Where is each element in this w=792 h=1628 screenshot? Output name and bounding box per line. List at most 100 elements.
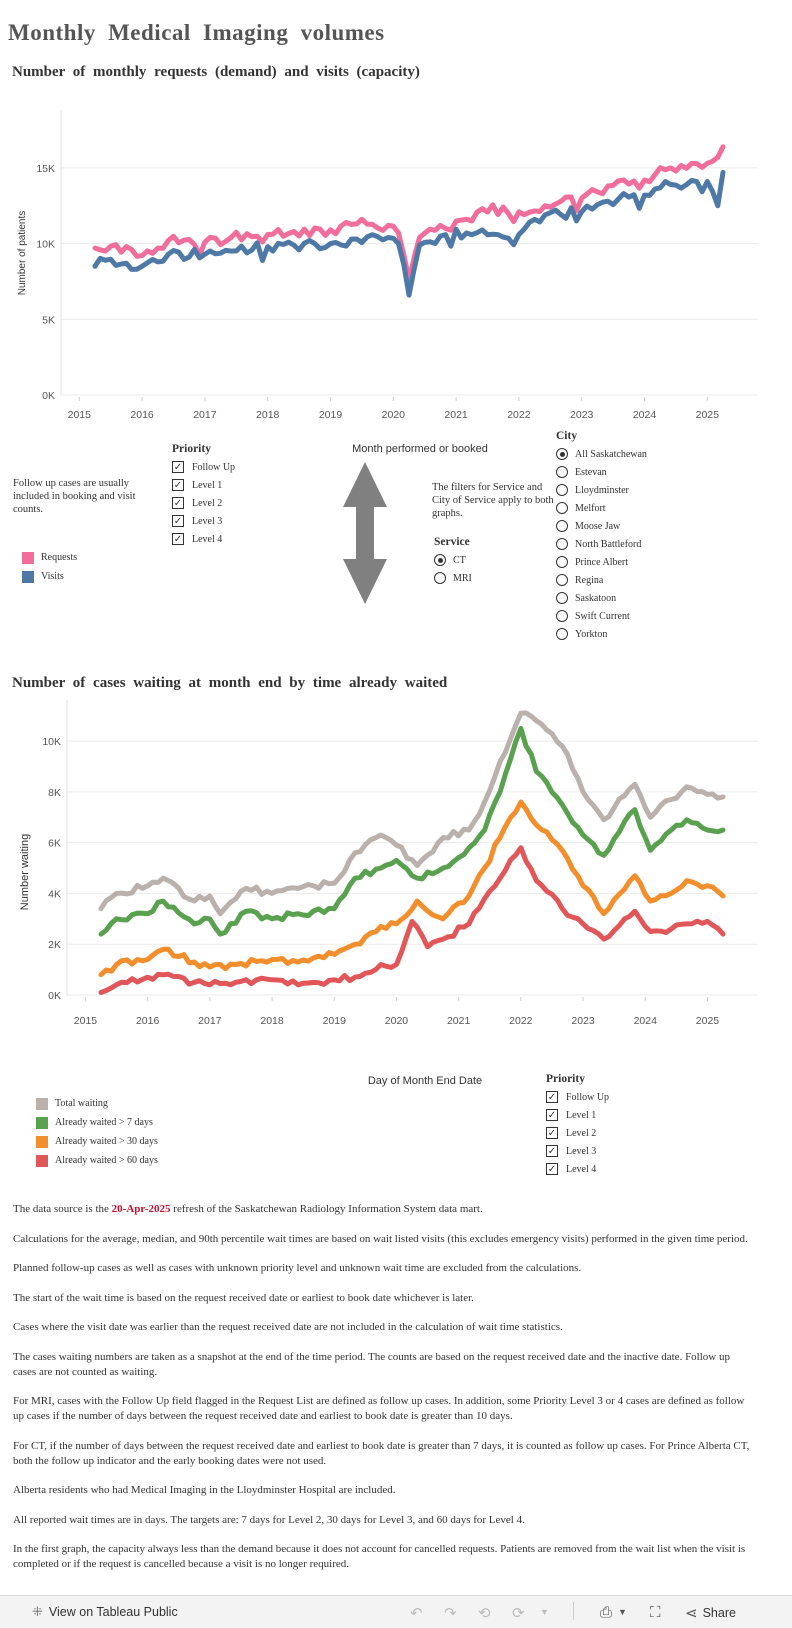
checkbox-icon[interactable]: ✓: [546, 1145, 558, 1157]
city-option-melfort[interactable]: Melfort: [556, 499, 647, 517]
checkbox-icon[interactable]: ✓: [546, 1109, 558, 1121]
priority-option-level-1[interactable]: ✓ Level 1: [172, 476, 235, 494]
city-option-all-saskatchewan[interactable]: All Saskatchewan: [556, 445, 647, 463]
priority-option-level-4[interactable]: ✓ Level 4: [172, 530, 235, 548]
priority-option-level-2[interactable]: ✓ Level 2: [172, 494, 235, 512]
option-label: Swift Current: [575, 610, 630, 622]
service-option-ct[interactable]: CT: [434, 551, 472, 569]
y-tick-label: 4K: [48, 888, 61, 900]
service-option-mri[interactable]: MRI: [434, 569, 472, 587]
checkbox-icon[interactable]: ✓: [172, 497, 184, 509]
radio-icon[interactable]: [556, 484, 568, 496]
legend-item-requests[interactable]: Requests: [22, 548, 77, 567]
checkbox-icon[interactable]: ✓: [546, 1091, 558, 1103]
priority-option-follow-up[interactable]: ✓ Follow Up: [172, 458, 235, 476]
note-paragraph: Cases where the visit date was earlier t…: [13, 1321, 563, 1333]
priority-option-level-2[interactable]: ✓ Level 2: [546, 1124, 609, 1142]
service-filter: Service CT MRI: [434, 536, 472, 587]
radio-icon[interactable]: [556, 592, 568, 604]
radio-icon[interactable]: [556, 520, 568, 532]
priority-filter-title: Priority: [546, 1073, 585, 1085]
priority-option-follow-up[interactable]: ✓ Follow Up: [546, 1088, 609, 1106]
legend-label: Requests: [41, 552, 78, 563]
page-title: Monthly Medical Imaging volumes: [8, 20, 385, 45]
priority-filter-2: Priority ✓ Follow Up ✓ Level 1 ✓ Level 2 ✓ L…: [546, 1073, 609, 1178]
share-button[interactable]: ⋖ Share: [685, 1604, 736, 1622]
legend-item-total-waiting[interactable]: Total waiting: [36, 1094, 158, 1113]
chart1-gridlines: [60, 110, 758, 396]
x-tick-label: 2020: [382, 409, 406, 421]
chevron-down-icon[interactable]: ▼: [618, 1607, 627, 1617]
x-tick-label: 2018: [256, 409, 280, 421]
y-tick-label: 0K: [48, 990, 61, 1002]
radio-icon[interactable]: [556, 574, 568, 586]
x-tick-label: 2022: [507, 409, 531, 421]
option-label: Saskatoon: [575, 592, 617, 604]
radio-icon[interactable]: [556, 466, 568, 478]
legend-item-waited-7[interactable]: Already waited > 7 days: [36, 1113, 158, 1132]
share-icon: ⋖: [685, 1605, 698, 1622]
checkbox-icon[interactable]: ✓: [172, 515, 184, 527]
radio-icon[interactable]: [556, 610, 568, 622]
revert-icon[interactable]: ⟲: [478, 1605, 491, 1622]
fullscreen-icon[interactable]: ⛶: [650, 1604, 661, 1621]
chevron-down-icon[interactable]: ▼: [540, 1607, 549, 1617]
radio-selected-icon[interactable]: [556, 448, 568, 460]
legend-label: Already waited > 30 days: [55, 1136, 158, 1147]
priority-option-level-3[interactable]: ✓ Level 3: [546, 1142, 609, 1160]
x-tick-label: 2025: [696, 1015, 720, 1027]
city-option-moose-jaw[interactable]: Moose Jaw: [556, 517, 647, 535]
total-waiting-swatch: [36, 1097, 48, 1110]
option-label: Level 4: [566, 1163, 597, 1175]
priority-option-level-4[interactable]: ✓ Level 4: [546, 1160, 609, 1178]
note-paragraph: All reported wait times are in days. The…: [13, 1513, 525, 1526]
radio-icon[interactable]: [434, 572, 446, 584]
city-option-swift-current[interactable]: Swift Current: [556, 607, 647, 625]
city-option-north-battleford[interactable]: North Battleford: [556, 535, 647, 553]
option-label: Level 3: [566, 1145, 597, 1157]
city-option-estevan[interactable]: Estevan: [556, 463, 647, 481]
city-option-regina[interactable]: Regina: [556, 571, 647, 589]
chart2-legend: Total waiting Already waited > 7 days Al…: [36, 1094, 158, 1170]
note-paragraph: The start of the wait time is based on t…: [13, 1291, 474, 1304]
undo-icon[interactable]: ↶: [410, 1605, 423, 1622]
city-option-yorkton[interactable]: Yorkton: [556, 625, 647, 643]
series-line-visits: [92, 169, 726, 298]
priority-filter-1: Priority ✓ Follow Up ✓ Level 1 ✓ Level 2 ✓ L…: [172, 443, 235, 548]
refresh-icon[interactable]: ⟳: [512, 1605, 525, 1622]
download-icon[interactable]: ⎙: [600, 1604, 613, 1621]
checkbox-icon[interactable]: ✓: [172, 479, 184, 491]
legend-item-visits[interactable]: Visits: [22, 567, 77, 586]
checkbox-icon[interactable]: ✓: [172, 461, 184, 473]
checkbox-icon[interactable]: ✓: [546, 1127, 558, 1139]
city-option-lloydminster[interactable]: Lloydminster: [556, 481, 647, 499]
priority-option-level-1[interactable]: ✓ Level 1: [546, 1106, 609, 1124]
note-paragraph: Alberta residents who had Medical Imagin…: [13, 1484, 396, 1496]
radio-icon[interactable]: [556, 556, 568, 568]
priority-option-level-3[interactable]: ✓ Level 3: [172, 512, 235, 530]
option-label: Melfort: [575, 502, 606, 514]
radio-icon[interactable]: [556, 628, 568, 640]
city-option-saskatoon[interactable]: Saskatoon: [556, 589, 647, 607]
chart1-series: [92, 144, 726, 298]
view-on-tableau-public-link[interactable]: ⁜ View on Tableau Public: [32, 1604, 178, 1620]
legend-item-waited-30[interactable]: Already waited > 30 days: [36, 1132, 158, 1151]
follow-up-note: Follow up cases are usually included in …: [13, 478, 136, 515]
chart2-x-axis-label: Day of Month End Date: [367, 1075, 483, 1087]
option-label: Follow Up: [192, 461, 236, 473]
visits-swatch: [22, 570, 34, 583]
checkbox-icon[interactable]: ✓: [546, 1163, 558, 1175]
checkbox-icon[interactable]: ✓: [172, 533, 184, 545]
city-option-prince-albert[interactable]: Prince Albert: [556, 553, 647, 571]
radio-icon[interactable]: [556, 502, 568, 514]
note-paragraph: Calculations for the average, median, an…: [13, 1232, 748, 1245]
redo-icon[interactable]: ↷: [444, 1605, 457, 1622]
note-paragraph: For CT, if the number of days between th…: [13, 1439, 750, 1467]
x-tick-label: 2022: [509, 1015, 533, 1027]
legend-item-waited-60[interactable]: Already waited > 60 days: [36, 1151, 158, 1170]
radio-icon[interactable]: [556, 538, 568, 550]
option-label: Level 1: [192, 479, 223, 491]
radio-selected-icon[interactable]: [434, 554, 446, 566]
